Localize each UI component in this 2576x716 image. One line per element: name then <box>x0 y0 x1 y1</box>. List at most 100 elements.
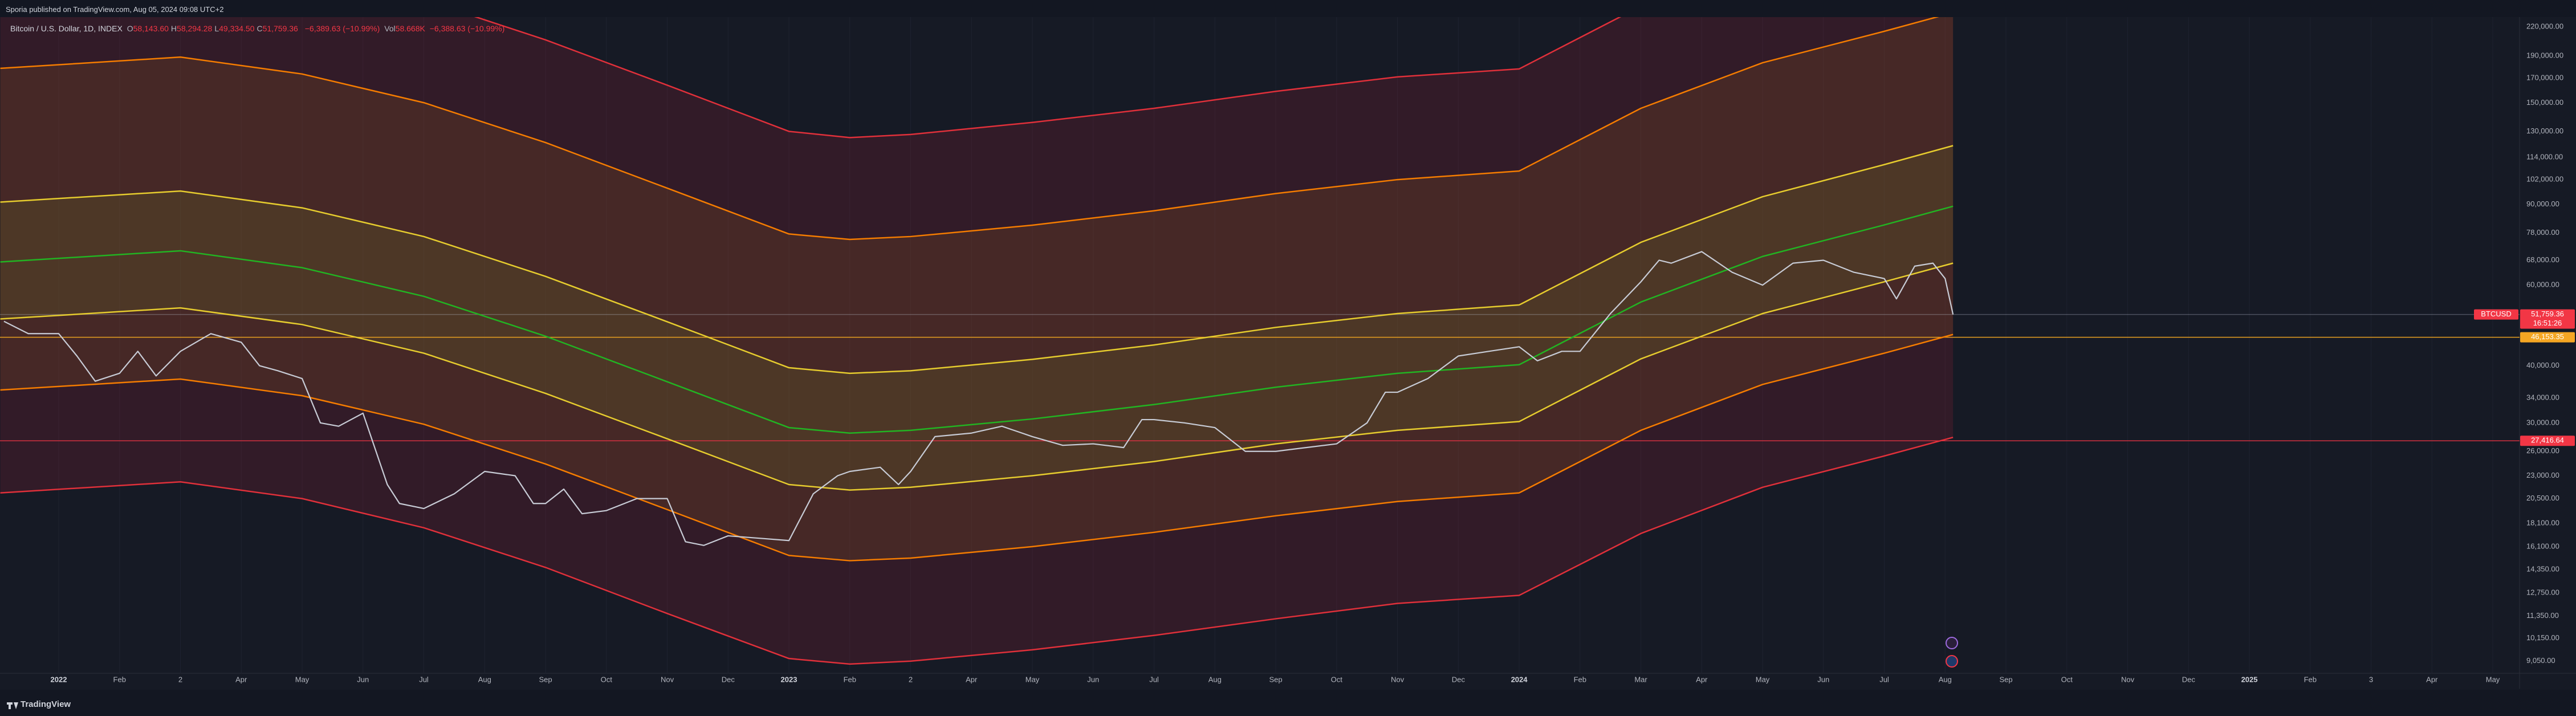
x-tick-label: Nov <box>661 675 674 684</box>
price-marker <box>2520 436 2575 446</box>
band-line <box>0 145 1954 375</box>
symbol: Bitcoin / U.S. Dollar, 1D, INDEX <box>10 24 123 33</box>
y-tick-label: 26,000.00 <box>2526 446 2559 455</box>
x-tick-label: Apr <box>2426 675 2438 684</box>
volume: 58.668K <box>395 24 425 33</box>
x-tick-label: Jun <box>357 675 369 684</box>
x-tick-label: Oct <box>2061 675 2073 684</box>
volume-change: −6,388.63 (−10.99%) <box>429 24 505 33</box>
x-tick-label: Jul <box>1879 675 1889 684</box>
x-tick-label: Sep <box>1269 675 1282 684</box>
x-tick-label: 2025 <box>2241 675 2258 684</box>
tradingview-logo <box>7 702 18 709</box>
ohlc-key: L <box>214 24 219 33</box>
y-tick-label: 130,000.00 <box>2526 127 2563 135</box>
ohlc-value: 58,143.60 <box>133 24 169 33</box>
y-tick-label: 30,000.00 <box>2526 418 2559 426</box>
ohlc-value: 58,294.28 <box>177 24 213 33</box>
price-marker-label: 27,416.64 <box>2531 436 2564 445</box>
event-icon[interactable] <box>1946 637 1958 649</box>
x-tick-label: Jun <box>1087 675 1099 684</box>
band-fill <box>0 17 1954 664</box>
x-tick-label: Apr <box>966 675 978 684</box>
ohlc-value: 51,759.36 <box>262 24 298 33</box>
event-icon[interactable] <box>1946 655 1958 668</box>
x-tick-label: 2022 <box>51 675 67 684</box>
volume-key: Vol <box>384 24 396 33</box>
axes: 220,000.00 190,000.00 170,000.00 150,000.00… <box>51 22 2575 684</box>
band-line <box>0 262 1954 491</box>
x-tick-label: Mar <box>1634 675 1647 684</box>
y-tick-label: 102,000.00 <box>2526 175 2563 184</box>
x-tick-label: 3 <box>2369 675 2373 684</box>
x-tick-label: Aug <box>478 675 491 684</box>
x-tick-label: May <box>295 675 310 684</box>
y-tick-label: 16,100.00 <box>2526 542 2559 550</box>
ohlc: O58,143.60 H58,294.28 L49,334.50 C51,759.36 <box>127 24 300 33</box>
x-tick-label: Sep <box>539 675 552 684</box>
y-tick-label: 10,150.00 <box>2526 633 2559 642</box>
x-tick-label: May <box>1025 675 1040 684</box>
band-line <box>0 17 1939 241</box>
x-tick-label: Dec <box>2182 675 2196 684</box>
grid <box>58 17 2493 673</box>
y-tick-label: 23,000.00 <box>2526 471 2559 479</box>
plot-area <box>0 17 2520 665</box>
band-line <box>0 333 1954 562</box>
y-tick-label: 20,500.00 <box>2526 494 2559 502</box>
x-tick-label: 2 <box>909 675 913 684</box>
x-tick-label: May <box>2486 675 2500 684</box>
y-tick-label: 114,000.00 <box>2526 153 2563 161</box>
x-tick-label: Oct <box>601 675 613 684</box>
x-tick-label: Feb <box>1574 675 1586 684</box>
x-tick-label: May <box>1756 675 1770 684</box>
x-tick-label: Jul <box>419 675 429 684</box>
y-tick-label: 12,750.00 <box>2526 588 2559 597</box>
y-tick-label: 150,000.00 <box>2526 98 2563 107</box>
price-marker-label: 46,153.35 <box>2531 332 2564 341</box>
y-tick-label: 170,000.00 <box>2526 73 2563 82</box>
ohlc-key: O <box>127 24 133 33</box>
y-tick-label: 220,000.00 <box>2526 22 2563 30</box>
x-tick-label: Nov <box>1391 675 1405 684</box>
y-tick-label: 40,000.00 <box>2526 361 2559 369</box>
ohlc-value: 49,334.50 <box>219 24 255 33</box>
y-tick-label: 34,000.00 <box>2526 393 2559 402</box>
price-marker-label: 51,759.36 <box>2531 310 2564 318</box>
x-tick-label: Aug <box>1939 675 1952 684</box>
y-tick-label: 18,100.00 <box>2526 518 2559 527</box>
y-tick-label: 9,050.00 <box>2526 656 2555 665</box>
y-tick-label: 190,000.00 <box>2526 51 2563 60</box>
price-marker <box>2520 332 2575 343</box>
x-tick-label: Feb <box>2304 675 2317 684</box>
countdown: 16:51:26 <box>2533 319 2562 327</box>
x-tick-label: Oct <box>1331 675 1343 684</box>
band-fill <box>0 145 1954 490</box>
price-marker <box>2520 309 2575 329</box>
x-tick-label: Dec <box>722 675 735 684</box>
x-tick-label: Dec <box>1452 675 1466 684</box>
x-tick-label: 2 <box>178 675 182 684</box>
y-tick-label: 11,350.00 <box>2526 611 2559 620</box>
band-line <box>474 17 1622 139</box>
x-tick-label: Apr <box>1696 675 1708 684</box>
y-tick-label: 14,350.00 <box>2526 564 2559 573</box>
legend: Bitcoin / U.S. Dollar, 1D, INDEX O58,143… <box>10 24 507 33</box>
x-tick-label: Nov <box>2121 675 2135 684</box>
ohlc-key: H <box>170 24 177 33</box>
band-line <box>0 205 1954 434</box>
y-tick-label: 78,000.00 <box>2526 228 2559 237</box>
y-tick-label: 90,000.00 <box>2526 200 2559 208</box>
symbol-label: BTCUSD <box>2481 310 2511 318</box>
ohlc-key: C <box>257 24 263 33</box>
x-tick-label: Feb <box>113 675 126 684</box>
y-tick-label: 60,000.00 <box>2526 280 2559 289</box>
chart-background <box>0 17 2576 690</box>
x-tick-label: Jun <box>1817 675 1829 684</box>
x-tick-label: Apr <box>235 675 247 684</box>
x-tick-label: 2024 <box>1511 675 1528 684</box>
brand: TradingView <box>21 699 71 709</box>
x-tick-label: Jul <box>1149 675 1159 684</box>
